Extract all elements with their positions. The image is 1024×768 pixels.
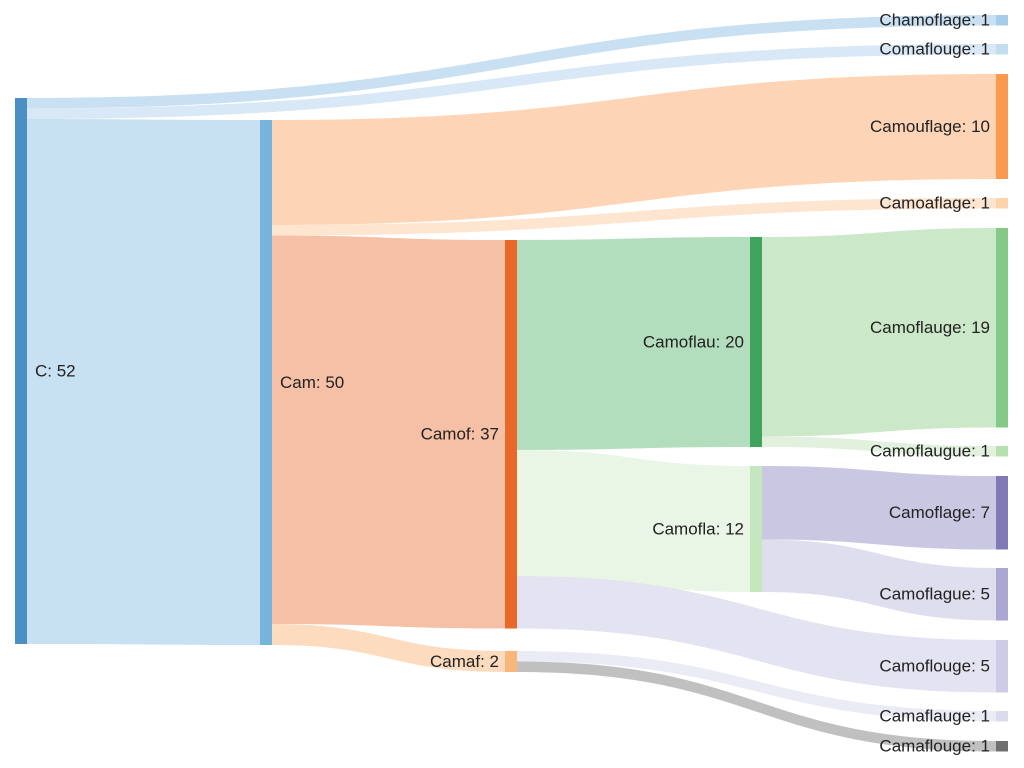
node-camaflouge [996,741,1008,752]
node-camoflague [996,568,1008,621]
node-label-camoflague: Camoflague: 5 [879,585,990,604]
node-camouflage [996,74,1008,179]
node-label-camofla: Camofla: 12 [652,519,744,538]
node-camaflauge [996,711,1008,722]
node-label-camoaflage: Camoaflage: 1 [879,194,990,213]
link-cam-to-camaf [272,624,505,672]
node-label-chamoflage: Chamoflage: 1 [879,11,990,30]
link-c-to-comaflouge [27,44,996,119]
node-camoflage [996,476,1008,550]
node-label-camoflouge: Camoflouge: 5 [879,657,990,676]
sankey-labels: C: 52 Cam: 50 Chamoflage: 1 Comaflouge: 1 Ca… [35,11,990,756]
link-camaf-to-camaflouge [517,661,996,752]
node-label-c: C: 52 [35,361,76,380]
link-cam-to-camouflage [272,74,996,225]
link-camoflau-to-camoflauge [762,228,996,437]
node-label-camoflaugue: Camoflaugue: 1 [870,442,990,461]
sankey-links [27,15,996,752]
link-c-to-chamoflage [27,15,996,109]
node-chamoflage [996,15,1008,26]
node-camoaflage [996,198,1008,209]
node-camoflouge [996,640,1008,693]
link-cam-to-camoaflage [272,198,996,236]
node-camaf [505,651,517,672]
node-camoflau [750,237,762,447]
link-camof-to-camoflau [517,237,750,450]
node-camof [505,240,517,629]
node-label-camaflauge: Camaflauge: 1 [879,707,990,726]
link-camof-to-camoflouge [517,576,996,693]
node-label-cam: Cam: 50 [280,373,344,392]
node-label-camoflage: Camoflage: 7 [889,503,990,522]
node-camoflaugue [996,446,1008,457]
node-label-camoflau: Camoflau: 20 [643,332,744,351]
link-c-to-cam [27,119,260,645]
node-label-camaflouge: Camaflouge: 1 [879,737,990,756]
node-comaflouge [996,44,1008,55]
link-cam-to-camof [272,235,505,629]
link-camof-to-camofla [517,450,750,592]
node-camofla [750,466,762,592]
node-cam [260,120,272,645]
node-label-camof: Camof: 37 [421,425,499,444]
link-camofla-to-camoflague [762,539,996,621]
node-label-camoflauge: Camoflauge: 19 [870,318,990,337]
link-camaf-to-camaflauge [517,651,996,722]
node-label-camaf: Camaf: 2 [430,652,499,671]
sankey-nodes [15,15,1008,752]
link-camoflau-to-camoflaugue [762,436,996,457]
node-c [15,98,27,644]
link-camofla-to-camoflage [762,466,996,550]
node-camoflauge [996,228,1008,428]
node-label-camouflage: Camouflage: 10 [870,117,990,136]
node-label-comaflouge: Comaflouge: 1 [879,40,990,59]
